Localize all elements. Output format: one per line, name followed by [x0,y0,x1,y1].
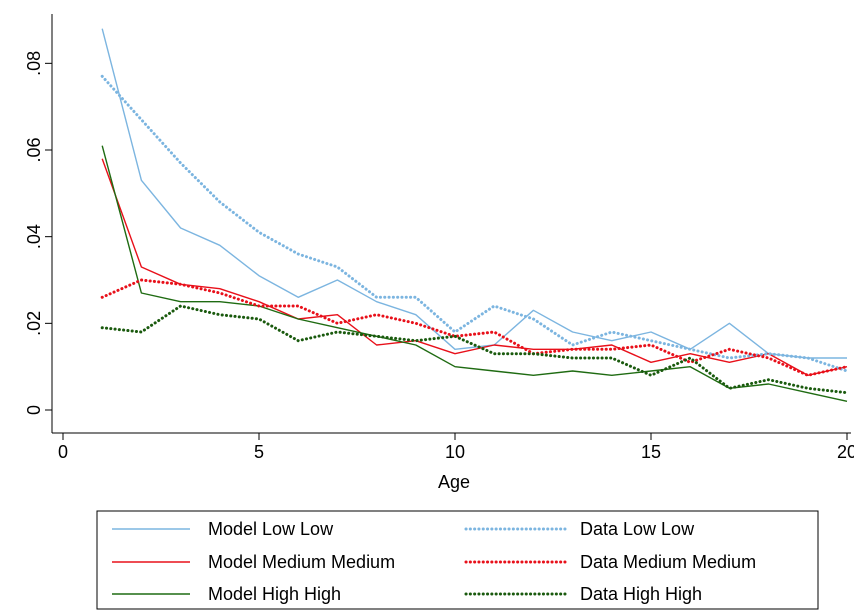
legend-label: Model Medium Medium [208,552,395,572]
y-tick-label: .06 [24,137,44,162]
x-tick-label: 15 [641,442,661,462]
y-tick-label: .04 [24,224,44,249]
x-tick-label: 10 [445,442,465,462]
y-tick-label: .02 [24,311,44,336]
legend-label: Data High High [580,584,702,604]
legend-box [96,510,819,610]
series-line-model-medium-medium [101,158,848,376]
legend-label: Data Medium Medium [580,552,756,572]
x-axis-label: Age [438,472,470,492]
x-tick-label: 0 [58,442,68,462]
legend-label: Model Low Low [208,519,334,539]
legend: Model Low Low Model Medium Medium Model Hi… [96,510,819,610]
series-line-model-low-low [101,28,847,359]
y-tick-label: 0 [24,405,44,415]
series-line-data-low-low [100,74,849,373]
x-tick-label: 5 [254,442,264,462]
y-tick-label: .08 [24,51,44,76]
series-line-data-high-high [100,304,849,395]
legend-label: Model High High [208,584,341,604]
axes: 0 5 10 15 20 0 .02 .04 .06 .08 [24,14,854,462]
x-tick-label: 20 [837,442,854,462]
legend-label: Data Low Low [580,519,695,539]
series-layer [100,28,849,402]
series-line-data-medium-medium [100,278,849,377]
